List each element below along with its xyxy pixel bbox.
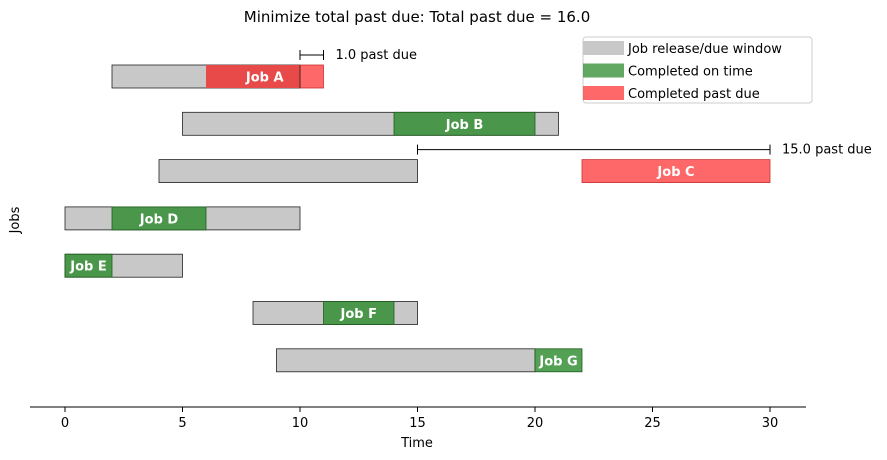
job-c-past-due-annotation: 15.0 past due <box>782 143 872 158</box>
job-a-in-window-bar <box>206 65 300 88</box>
legend-label: Completed on time <box>628 65 753 80</box>
legend: Job release/due window Completed on time C… <box>582 36 813 104</box>
job-g-window-bar <box>276 348 536 373</box>
x-tick-label: 0 <box>61 416 69 431</box>
job-d-label: Job D <box>139 212 179 227</box>
job-b-row: Job B <box>182 111 559 136</box>
job-d-row: Job D <box>64 206 301 231</box>
x-tick-label: 25 <box>644 416 661 431</box>
job-f-label: Job F <box>340 307 377 322</box>
job-a-past-due-bar <box>299 64 324 89</box>
x-tick-label: 30 <box>762 416 779 431</box>
job-f-job-bar <box>323 301 395 325</box>
job-a-row: Job A 1.0 past due <box>111 48 418 89</box>
legend-swatch <box>583 41 624 55</box>
job-b-job-bar <box>393 111 536 136</box>
legend-label: Job release/due window <box>627 42 782 57</box>
job-b-label: Job B <box>445 118 484 133</box>
legend-swatch <box>583 86 624 100</box>
job-c-job-bar <box>581 159 771 184</box>
job-c-label: Job C <box>656 165 694 180</box>
job-e-label: Job E <box>69 260 106 275</box>
legend-swatch <box>583 63 624 78</box>
job-a-past-due-annotation: 1.0 past due <box>336 48 418 63</box>
chart-title: Minimize total past due: Total past due … <box>244 8 591 26</box>
x-axis-ticks: 0 5 10 15 20 25 30 <box>61 407 778 431</box>
job-e-row: Job E <box>64 253 183 278</box>
job-g-job-bar <box>534 348 583 373</box>
legend-label: Completed past due <box>628 87 760 102</box>
plot-area: Job A 1.0 past due Job B Job C 15.0 past due… <box>64 48 872 373</box>
job-f-row: Job F <box>252 301 418 325</box>
job-e-job-bar <box>64 253 113 278</box>
job-g-label: Job G <box>538 354 577 369</box>
job-g-row: Job G <box>276 348 583 373</box>
job-c-window-bar <box>158 159 418 184</box>
x-tick-label: 15 <box>409 416 426 431</box>
x-axis-label: Time <box>400 436 433 451</box>
job-c-row: Job C 15.0 past due <box>158 143 872 184</box>
x-tick-label: 10 <box>292 416 309 431</box>
job-a-label: Job A <box>245 71 284 86</box>
job-d-job-bar <box>111 206 207 231</box>
x-tick-label: 5 <box>178 416 186 431</box>
y-axis-label: Jobs <box>8 206 23 234</box>
x-tick-label: 20 <box>527 416 544 431</box>
